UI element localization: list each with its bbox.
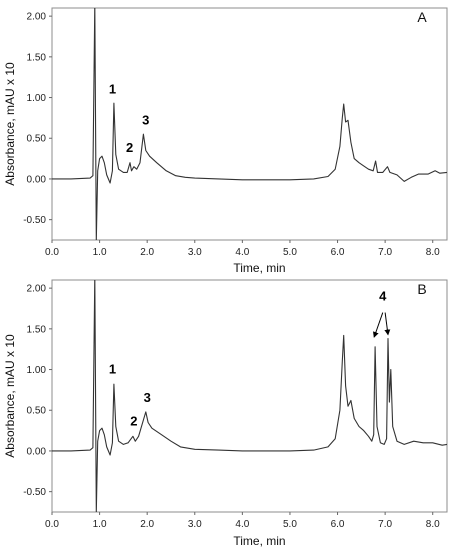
- x-tick-label: 7.0: [378, 247, 392, 258]
- x-tick-label: 6.0: [331, 519, 345, 530]
- x-tick-label: 3.0: [188, 519, 202, 530]
- peak-label: 3: [142, 112, 149, 127]
- x-tick-label: 6.0: [331, 247, 345, 258]
- x-tick-label: 5.0: [283, 247, 297, 258]
- y-tick-label: 0.00: [27, 446, 47, 457]
- x-tick-label: 8.0: [426, 519, 440, 530]
- peak-label: 2: [126, 140, 133, 155]
- chromatogram-trace: [52, 8, 447, 240]
- peak-label: 3: [144, 390, 151, 405]
- x-tick-label: 8.0: [426, 247, 440, 258]
- peak-label: 1: [109, 362, 116, 377]
- y-tick-label: -0.50: [23, 487, 46, 498]
- plot-frame: [51, 279, 448, 513]
- x-tick-label: 2.0: [140, 247, 154, 258]
- peak-label: 2: [130, 414, 137, 429]
- x-tick-label: 0.0: [45, 247, 59, 258]
- peak-arrow: [373, 312, 384, 338]
- peak-label: 1: [109, 81, 116, 96]
- x-tick-label: 5.0: [283, 519, 297, 530]
- x-tick-label: 1.0: [93, 519, 107, 530]
- plot-frame: [51, 7, 448, 241]
- peak-label: 4: [379, 288, 387, 303]
- panel-label: B: [417, 281, 426, 297]
- y-tick-label: -0.50: [23, 215, 46, 226]
- y-tick-label: 1.00: [27, 365, 47, 376]
- x-tick-label: 3.0: [188, 247, 202, 258]
- chromatogram-trace: [52, 280, 447, 512]
- x-tick-label: 4.0: [235, 247, 249, 258]
- y-tick-label: 0.00: [27, 174, 47, 185]
- peak-arrow: [384, 312, 391, 336]
- x-tick-label: 2.0: [140, 519, 154, 530]
- y-axis-label: Absorbance, mAU x 10: [3, 334, 17, 458]
- x-axis-label: Time, min: [233, 534, 285, 548]
- panel-label: A: [417, 9, 427, 25]
- x-tick-label: 4.0: [235, 519, 249, 530]
- y-tick-label: 2.00: [27, 12, 47, 23]
- y-tick-label: 0.50: [27, 406, 47, 417]
- y-tick-label: 2.00: [27, 284, 47, 295]
- x-axis-label: Time, min: [233, 261, 285, 275]
- y-tick-label: 1.50: [27, 324, 47, 335]
- y-tick-label: 1.50: [27, 52, 47, 63]
- chart-panel-b: 2.00 1.50 1.00 0.50 0.00 -0.50 0.0 1.0 2.0 3.0 4.0…: [3, 279, 448, 548]
- x-tick-label: 1.0: [93, 247, 107, 258]
- x-tick-label: 7.0: [378, 519, 392, 530]
- y-axis-label: Absorbance, mAU x 10: [3, 62, 17, 186]
- x-tick-label: 0.0: [45, 519, 59, 530]
- y-tick-label: 1.00: [27, 93, 47, 104]
- y-tick-label: 0.50: [27, 134, 47, 145]
- chart-panel-a: 2.00 1.50 1.00 0.50 0.00 -0.50 0.0 1.0 2.0 3.0 4.0…: [3, 7, 448, 275]
